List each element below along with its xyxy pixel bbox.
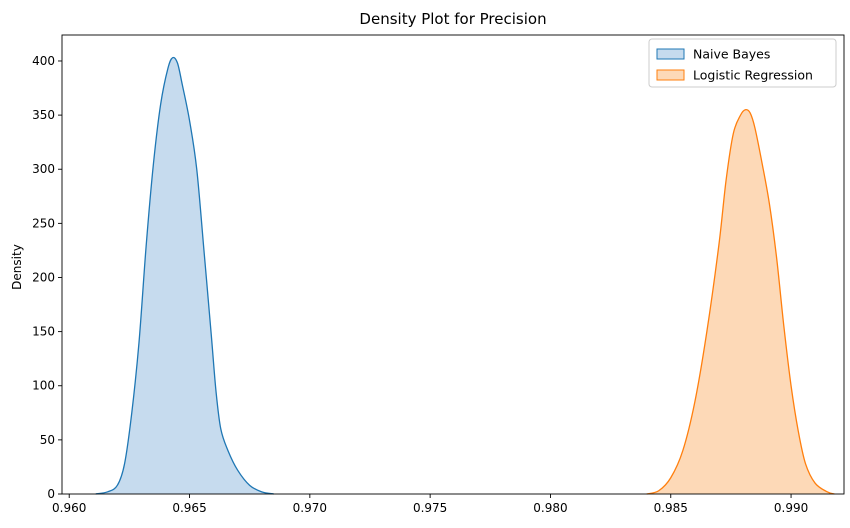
legend: Naive Bayes Logistic Regression [648, 38, 837, 88]
density-line-naive-bayes [95, 56, 274, 495]
x-tick-label: 0.985 [654, 501, 688, 515]
density-area-logistic-regression [646, 109, 835, 495]
y-tick-label: 150 [32, 325, 55, 339]
x-tick-label: 0.960 [52, 501, 86, 515]
chart-title: Density Plot for Precision [359, 10, 546, 28]
legend-swatch-naive-bayes [656, 48, 685, 60]
series-layer [95, 56, 835, 495]
plot-frame [61, 34, 845, 495]
y-tick-label: 350 [32, 108, 55, 122]
y-tick-label: 400 [32, 54, 55, 68]
y-tick-label: 250 [32, 216, 55, 230]
axes-layer: 0.960 0.965 0.970 0.975 0.980 0.985 0.990 0 50 10… [32, 34, 845, 515]
x-tick-label: 0.975 [413, 501, 447, 515]
y-axis-label: Density [10, 244, 24, 290]
y-tick-label: 200 [32, 270, 55, 284]
y-tick-label: 300 [32, 162, 55, 176]
y-tick-label: 50 [40, 433, 55, 447]
density-area-naive-bayes [95, 57, 274, 494]
legend-swatch-logistic-regression [656, 69, 685, 81]
x-tick-label: 0.990 [774, 501, 808, 515]
x-tick-label: 0.970 [293, 501, 327, 515]
y-tick-label: 100 [32, 379, 55, 393]
legend-label-naive-bayes: Naive Bayes [693, 47, 770, 62]
density-line-logistic-regression [646, 108, 835, 495]
x-tick-label: 0.965 [172, 501, 206, 515]
y-tick-label: 0 [47, 487, 55, 501]
legend-box [648, 38, 837, 88]
x-tick-label: 0.980 [533, 501, 567, 515]
legend-label-logistic-regression: Logistic Regression [693, 68, 813, 83]
